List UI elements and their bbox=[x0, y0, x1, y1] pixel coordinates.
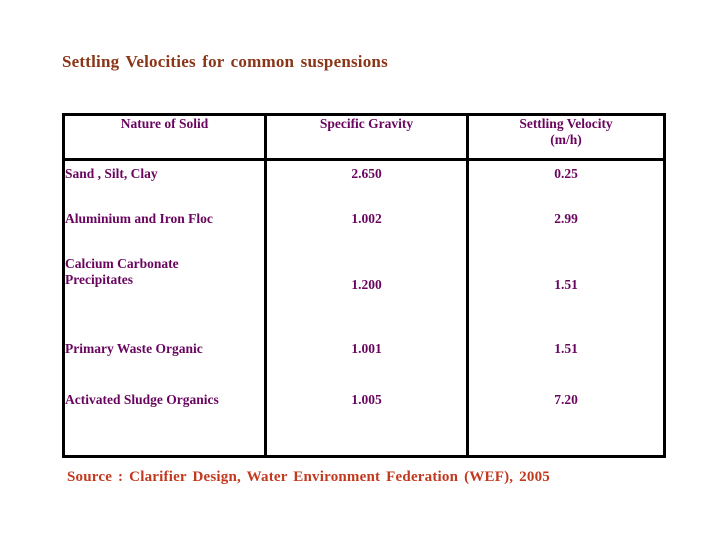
column-header-settling-velocity-unit: (m/h) bbox=[550, 132, 582, 147]
column-header-nature-of-solid: Nature of Solid bbox=[63, 114, 267, 161]
table-row: Aluminium and Iron Floc 1.002 2.99 bbox=[63, 206, 665, 251]
table-row: Activated Sludge Organics 1.005 7.20 bbox=[63, 381, 665, 457]
cell-specific-gravity: 1.002 bbox=[265, 206, 469, 251]
nature-text: Calcium Carbonate Precipitates bbox=[65, 256, 179, 287]
cell-nature: Sand , Silt, Clay bbox=[63, 159, 267, 206]
cell-specific-gravity: 1.005 bbox=[265, 381, 469, 457]
cell-settling-velocity: 1.51 bbox=[554, 277, 578, 292]
cell-nature: Calcium Carbonate Precipitates bbox=[63, 251, 267, 330]
page-title: Settling Velocities for common suspensio… bbox=[62, 52, 388, 71]
column-header-specific-gravity: Specific Gravity bbox=[265, 114, 469, 161]
source-citation: Source : Clarifier Design, Water Environ… bbox=[67, 469, 550, 485]
cell-specific-gravity: 2.650 bbox=[265, 159, 469, 206]
cell-settling-velocity: 2.99 bbox=[554, 211, 578, 226]
table-row: Sand , Silt, Clay 2.650 0.25 bbox=[63, 159, 665, 206]
cell-nature: Aluminium and Iron Floc bbox=[63, 206, 267, 251]
nature-text: Sand , Silt, Clay bbox=[65, 166, 158, 181]
cell-settling-velocity: 1.51 bbox=[554, 341, 578, 356]
cell-nature: Primary Waste Organic bbox=[63, 330, 267, 381]
table-header-row: Nature of Solid Specific Gravity Settlin… bbox=[63, 114, 665, 161]
column-header-settling-velocity-label: Settling Velocity bbox=[519, 116, 613, 131]
column-header-settling-velocity: Settling Velocity (m/h) bbox=[467, 114, 665, 161]
nature-text: Activated Sludge Organics bbox=[65, 392, 219, 407]
nature-text: Primary Waste Organic bbox=[65, 341, 203, 356]
cell-nature: Activated Sludge Organics bbox=[63, 381, 267, 457]
cell-settling-velocity: 7.20 bbox=[554, 392, 578, 407]
settling-velocities-table: Nature of Solid Specific Gravity Settlin… bbox=[62, 113, 666, 458]
cell-settling-velocity: 0.25 bbox=[554, 166, 578, 181]
cell-specific-gravity: 1.200 bbox=[265, 251, 469, 330]
nature-text: Aluminium and Iron Floc bbox=[65, 211, 213, 226]
table-row: Calcium Carbonate Precipitates 1.200 1.5… bbox=[63, 251, 665, 330]
table-row: Primary Waste Organic 1.001 1.51 bbox=[63, 330, 665, 381]
cell-specific-gravity: 1.001 bbox=[265, 330, 469, 381]
